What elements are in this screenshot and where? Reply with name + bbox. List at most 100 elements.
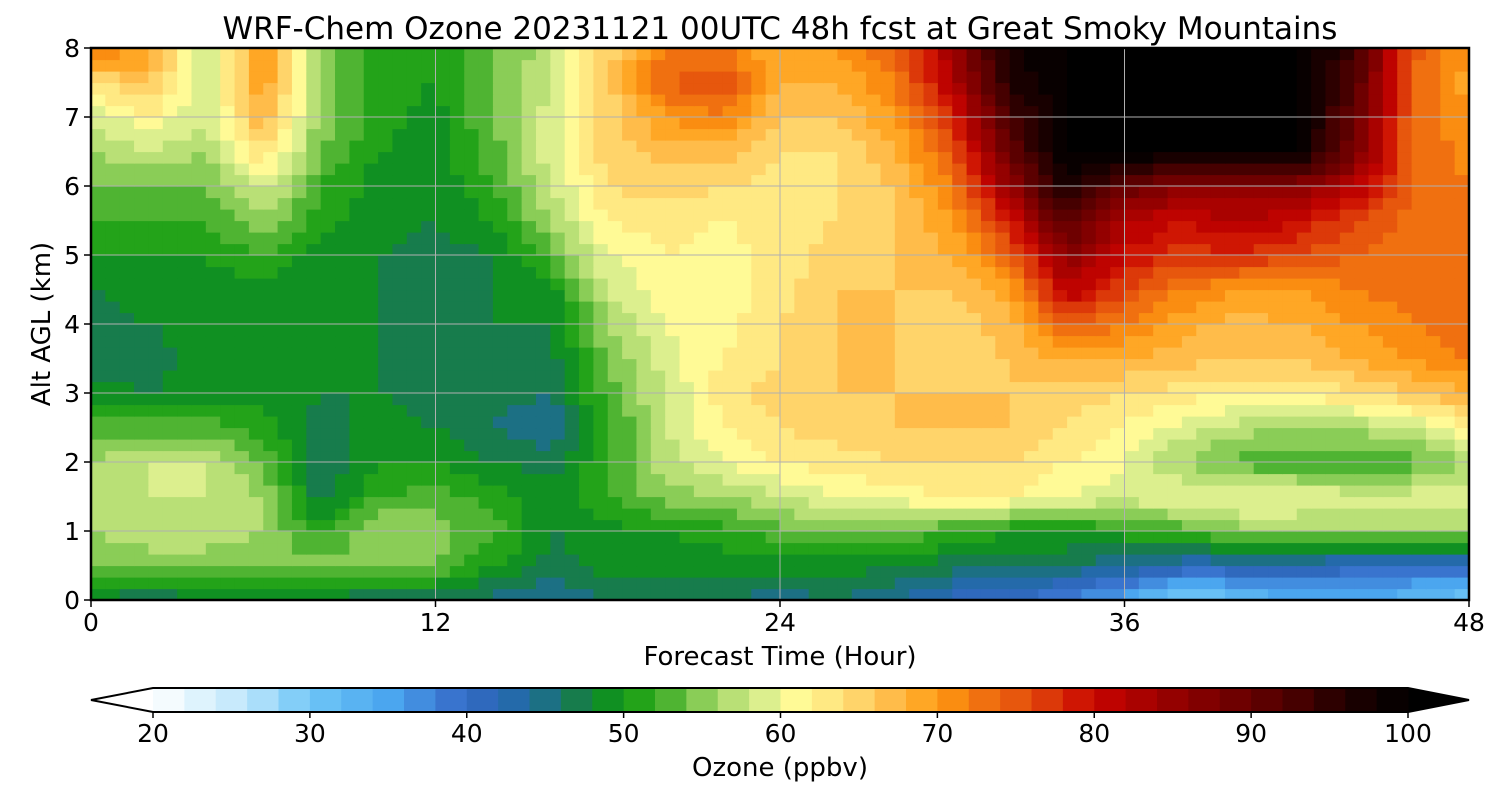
heatmap-cell (1181, 59, 1197, 72)
heatmap-cell (679, 71, 695, 84)
heatmap-cell (1124, 531, 1140, 544)
heatmap-cell (1067, 588, 1083, 600)
heatmap-cell (421, 577, 437, 590)
heatmap-cell (937, 519, 953, 532)
heatmap-cell (134, 542, 150, 555)
heatmap-cell (607, 289, 623, 302)
heatmap-cell (492, 324, 508, 337)
heatmap-cell (263, 473, 279, 486)
heatmap-cell (406, 163, 422, 176)
heatmap-cell (1440, 301, 1456, 314)
heatmap-cell (1425, 289, 1441, 302)
heatmap-cell (837, 324, 853, 337)
heatmap-cell (1282, 197, 1298, 210)
heatmap-cell (579, 278, 594, 291)
heatmap-cell (1024, 473, 1039, 486)
heatmap-cell (1024, 554, 1039, 567)
heatmap-cell (134, 82, 150, 95)
heatmap-cell (579, 71, 594, 84)
heatmap-cell (679, 117, 695, 130)
heatmap-cell (119, 381, 135, 394)
heatmap-cell (1210, 324, 1226, 337)
heatmap-cell (306, 485, 322, 498)
heatmap-cell (837, 473, 853, 486)
heatmap-cell (909, 59, 925, 72)
heatmap-cell (1052, 163, 1068, 176)
heatmap-cell (837, 496, 853, 509)
heatmap-cell (1368, 404, 1384, 417)
heatmap-cell (1196, 427, 1212, 440)
heatmap-cell (1181, 301, 1197, 314)
heatmap-cell (708, 393, 724, 406)
heatmap-cell (751, 140, 767, 153)
heatmap-cell (378, 71, 394, 84)
heatmap-cell (708, 278, 724, 291)
heatmap-cell (880, 324, 896, 337)
heatmap-cell (794, 232, 810, 245)
heatmap-cell (1311, 427, 1327, 440)
heatmap-cell (464, 531, 480, 544)
heatmap-cell (1210, 174, 1226, 187)
heatmap-cell (291, 324, 307, 337)
heatmap-cell (780, 554, 795, 567)
heatmap-cell (1296, 588, 1312, 600)
heatmap-cell (91, 519, 106, 532)
heatmap-cell (880, 140, 896, 153)
heatmap-cell (708, 519, 724, 532)
heatmap-cell (1038, 393, 1054, 406)
heatmap-cell (1081, 163, 1097, 176)
heatmap-cell (1067, 94, 1083, 107)
heatmap-cell (1081, 289, 1097, 302)
heatmap-cell (1397, 473, 1413, 486)
heatmap-cell (1138, 450, 1154, 463)
heatmap-cell (995, 48, 1011, 61)
heatmap-cell (851, 48, 867, 61)
heatmap-cell (406, 186, 422, 199)
heatmap-cell (1268, 220, 1283, 233)
heatmap-cell (1282, 485, 1298, 498)
heatmap-cell (392, 266, 408, 279)
heatmap-cell (1038, 554, 1054, 567)
heatmap-cell (449, 450, 465, 463)
heatmap-cell (449, 163, 465, 176)
heatmap-cell (1339, 565, 1355, 578)
heatmap-cell (507, 588, 523, 600)
heatmap-cell (263, 255, 279, 268)
heatmap-cell (464, 94, 480, 107)
heatmap-cell (607, 278, 623, 291)
heatmap-cell (464, 393, 480, 406)
heatmap-cell (220, 324, 236, 337)
heatmap-cell (507, 324, 523, 337)
heatmap-cell (607, 128, 623, 141)
heatmap-cell (248, 565, 264, 578)
heatmap-cell (1124, 232, 1140, 245)
heatmap-cell (1268, 151, 1283, 164)
heatmap-cell (1268, 289, 1283, 302)
heatmap-cell (1138, 312, 1154, 325)
heatmap-cell (177, 393, 193, 406)
heatmap-cell (205, 577, 221, 590)
heatmap-cell (866, 197, 882, 210)
heatmap-cell (952, 588, 968, 600)
heatmap-cell (277, 450, 293, 463)
heatmap-cell (521, 462, 537, 475)
heatmap-cell (91, 186, 106, 199)
heatmap-cell (1339, 278, 1355, 291)
heatmap-cell (1038, 519, 1054, 532)
heatmap-cell (1454, 105, 1469, 118)
heatmap-cell (980, 82, 996, 95)
colorbar-swatch (749, 688, 782, 712)
heatmap-cell (306, 209, 322, 222)
heatmap-cell (421, 151, 437, 164)
heatmap-cell (1454, 542, 1469, 555)
heatmap-cell (980, 577, 996, 590)
heatmap-cell (119, 163, 135, 176)
heatmap-cell (320, 140, 336, 153)
heatmap-cell (1081, 554, 1097, 567)
heatmap-cell (1210, 243, 1226, 256)
heatmap-cell (794, 117, 810, 130)
heatmap-cell (421, 588, 437, 600)
heatmap-cell (392, 151, 408, 164)
heatmap-cell (1081, 48, 1097, 61)
heatmap-cell (823, 59, 839, 72)
